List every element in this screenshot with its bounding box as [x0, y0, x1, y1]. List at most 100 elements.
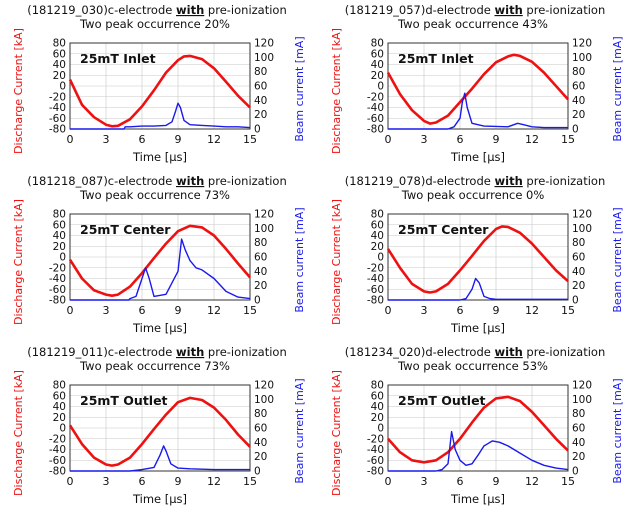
y-left-tick-label: -40 [367, 273, 384, 285]
y-right-axis-label: Beam current [mA] [611, 36, 624, 141]
y-left-tick-label: 0 [377, 81, 384, 93]
title-rest: pre-ionization [204, 345, 286, 359]
y-right-tick-label: 120 [254, 209, 274, 221]
x-tick-label: 3 [421, 475, 428, 488]
chart-panel: (181218_087)c-electrode with pre-ionizat… [0, 173, 318, 344]
y-right-tick-label: 40 [254, 437, 267, 449]
title-rest: pre-ionization [204, 174, 286, 188]
y-left-tick-label: -60 [49, 455, 66, 467]
y-left-axis-label: Discharge Current [kA] [330, 199, 343, 325]
plot-frame [69, 42, 251, 130]
x-tick-label: 3 [103, 475, 110, 488]
y-right-tick-label: 120 [254, 380, 274, 392]
y-right-tick-label: 120 [572, 380, 592, 392]
x-tick-label: 0 [385, 133, 392, 146]
y-right-tick-label: 0 [572, 466, 579, 478]
y-left-tick-label: 0 [59, 81, 66, 93]
y-left-tick-label: 20 [371, 241, 384, 253]
beam-current-line [388, 430, 569, 472]
y-left-tick-label: 0 [59, 423, 66, 435]
y-left-tick-label: -80 [367, 466, 384, 478]
x-tick-label: 9 [493, 133, 500, 146]
chart-title: (181234_020)d-electrode with pre-ionizat… [345, 345, 606, 359]
title-with: with [176, 174, 204, 188]
chart-svg: (181219_057)d-electrode with pre-ionizat… [330, 3, 624, 164]
x-axis-label: Time [μs] [132, 321, 187, 335]
x-axis-label: Time [μs] [132, 150, 187, 164]
y-left-tick-label: 20 [371, 412, 384, 424]
y-left-tick-label: 40 [53, 230, 66, 242]
chart-title: (181219_078)d-electrode with pre-ionizat… [345, 174, 606, 188]
title-with: with [495, 3, 523, 17]
chart-subtitle: Two peak occurrence 53% [397, 359, 548, 373]
field-annotation: 25mT Outlet [80, 393, 168, 408]
title-rest: pre-ionization [523, 174, 605, 188]
chart-svg: (181219_030)c-electrode with pre-ionizat… [12, 3, 306, 164]
x-tick-label: 6 [139, 133, 146, 146]
y-left-tick-label: 60 [371, 390, 384, 402]
chart-panel: (181219_057)d-electrode with pre-ionizat… [318, 2, 636, 173]
beam-current-line [388, 92, 568, 130]
y-left-tick-label: 0 [59, 252, 66, 264]
y-left-tick-label: 60 [53, 48, 66, 60]
y-left-axis-label: Discharge Current [kA] [12, 370, 25, 496]
y-right-tick-label: 0 [572, 124, 579, 136]
y-left-tick-label: -60 [49, 113, 66, 125]
y-left-tick-label: 20 [53, 241, 66, 253]
x-tick-label: 0 [67, 133, 74, 146]
chart-subtitle: Two peak occurrence 20% [79, 17, 230, 31]
y-left-tick-label: -80 [49, 124, 66, 136]
y-right-axis-label: Beam current [mA] [611, 378, 624, 483]
y-right-tick-label: 20 [572, 109, 585, 121]
discharge-current-line [387, 395, 569, 464]
y-left-tick-label: -60 [367, 113, 384, 125]
y-right-tick-label: 120 [572, 38, 592, 50]
title-id: (181219_011)c-electrode [27, 345, 176, 359]
chart-subtitle: Two peak occurrence 0% [401, 188, 545, 202]
chart-panel: (181234_020)d-electrode with pre-ionizat… [318, 344, 636, 515]
x-tick-label: 0 [385, 475, 392, 488]
x-axis-label: Time [μs] [132, 492, 187, 506]
beam-current-line [70, 445, 250, 472]
plot-frame [387, 213, 569, 301]
y-left-tick-label: -60 [49, 284, 66, 296]
y-right-tick-label: 20 [254, 451, 267, 463]
y-left-tick-label: 40 [53, 401, 66, 413]
chart-svg: (181219_078)d-electrode with pre-ionizat… [330, 174, 624, 335]
y-left-axis-label: Discharge Current [kA] [330, 28, 343, 154]
x-tick-label: 15 [561, 475, 575, 488]
discharge-current-line [386, 225, 569, 294]
y-right-axis-label: Beam current [mA] [293, 207, 306, 312]
chart-panel: (181219_011)c-electrode with pre-ionizat… [0, 344, 318, 515]
y-right-tick-label: 40 [572, 437, 585, 449]
y-left-tick-label: -40 [367, 102, 384, 114]
y-right-tick-label: 80 [254, 408, 267, 420]
title-with: with [176, 345, 204, 359]
y-left-tick-label: 0 [377, 252, 384, 264]
y-right-tick-label: 40 [254, 266, 267, 278]
y-left-tick-label: -80 [49, 295, 66, 307]
y-right-tick-label: 80 [572, 66, 585, 78]
chart-svg: (181234_020)d-electrode with pre-ionizat… [330, 345, 624, 506]
field-annotation: 25mT Inlet [398, 51, 474, 66]
y-right-tick-label: 100 [254, 52, 274, 64]
x-tick-label: 15 [243, 133, 257, 146]
y-right-tick-label: 100 [572, 394, 592, 406]
y-left-tick-label: -60 [367, 455, 384, 467]
y-left-tick-label: 20 [53, 70, 66, 82]
title-id: (181219_030)c-electrode [27, 3, 176, 17]
chart-title: (181219_057)d-electrode with pre-ionizat… [345, 3, 606, 17]
x-tick-label: 0 [67, 475, 74, 488]
y-right-tick-label: 0 [572, 295, 579, 307]
field-annotation: 25mT Inlet [80, 51, 156, 66]
plot-frame [69, 384, 251, 472]
y-right-tick-label: 40 [254, 95, 267, 107]
y-right-tick-label: 120 [254, 38, 274, 50]
x-axis-label: Time [μs] [450, 492, 505, 506]
title-with: with [176, 3, 204, 17]
y-left-tick-label: 40 [371, 59, 384, 71]
discharge-current-line [68, 224, 251, 297]
x-tick-label: 9 [493, 475, 500, 488]
y-right-tick-label: 80 [254, 237, 267, 249]
y-right-axis-label: Beam current [mA] [293, 36, 306, 141]
